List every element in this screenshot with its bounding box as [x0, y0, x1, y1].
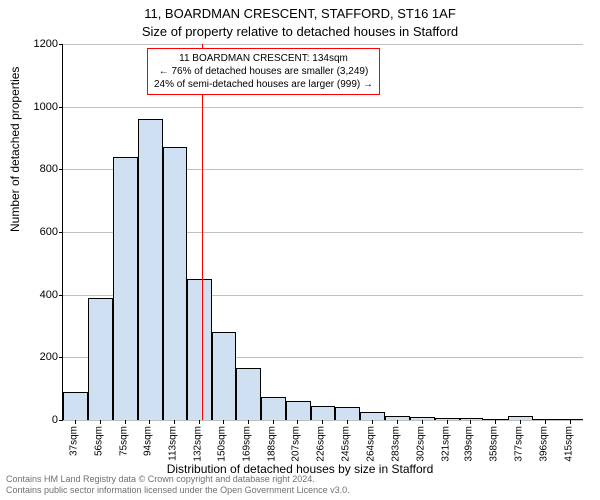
xtick-label: 302sqm: [415, 426, 426, 462]
xtick-mark: [248, 420, 249, 424]
reference-line: [202, 44, 203, 420]
histogram-plot: 11 BOARDMAN CRESCENT: 134sqm ← 76% of de…: [62, 44, 583, 421]
xtick-label: 150sqm: [216, 426, 227, 462]
histogram-bar: [360, 412, 385, 420]
histogram-bar: [138, 119, 163, 420]
xtick-mark: [470, 420, 471, 424]
footer-attribution: Contains HM Land Registry data © Crown c…: [6, 474, 350, 496]
xtick-label: 415sqm: [563, 426, 574, 462]
xtick-label: 245sqm: [341, 426, 352, 462]
xtick-label: 226sqm: [316, 426, 327, 462]
xtick-mark: [297, 420, 298, 424]
xtick-label: 75sqm: [118, 426, 129, 456]
xtick-mark: [347, 420, 348, 424]
ytick-mark: [59, 420, 63, 421]
ytick-label: 200: [18, 351, 58, 363]
histogram-bar: [212, 332, 236, 420]
y-axis-label: Number of detached properties: [8, 67, 22, 232]
xtick-mark: [149, 420, 150, 424]
xtick-mark: [520, 420, 521, 424]
histogram-bar: [163, 147, 188, 420]
ytick-label: 1000: [18, 101, 58, 113]
ytick-label: 0: [18, 414, 58, 426]
histogram-bar: [335, 407, 360, 420]
histogram-bar: [286, 401, 311, 420]
ytick-label: 800: [18, 163, 58, 175]
xtick-mark: [75, 420, 76, 424]
page-title-line2: Size of property relative to detached ho…: [0, 24, 600, 39]
xtick-label: 169sqm: [241, 426, 252, 462]
xtick-label: 94sqm: [143, 426, 154, 456]
xtick-label: 188sqm: [266, 426, 277, 462]
xtick-label: 207sqm: [291, 426, 302, 462]
xtick-label: 132sqm: [193, 426, 204, 462]
xtick-label: 339sqm: [464, 426, 475, 462]
xtick-mark: [223, 420, 224, 424]
xtick-label: 113sqm: [168, 426, 179, 461]
histogram-bar: [88, 298, 113, 420]
histogram-bar: [63, 392, 88, 420]
xtick-label: 396sqm: [539, 426, 550, 462]
xtick-mark: [447, 420, 448, 424]
histogram-bar: [236, 368, 261, 420]
annotation-line1: 11 BOARDMAN CRESCENT: 134sqm: [154, 52, 373, 65]
xtick-mark: [495, 420, 496, 424]
xtick-label: 377sqm: [514, 426, 525, 462]
ytick-label: 400: [18, 289, 58, 301]
ytick-label: 1200: [18, 38, 58, 50]
ytick-mark: [59, 357, 63, 358]
histogram-bar: [460, 418, 484, 420]
xtick-label: 283sqm: [391, 426, 402, 462]
gridline: [63, 107, 583, 108]
xtick-label: 321sqm: [440, 426, 451, 462]
xtick-mark: [545, 420, 546, 424]
ytick-mark: [59, 44, 63, 45]
xtick-label: 56sqm: [93, 426, 104, 456]
ytick-label: 600: [18, 226, 58, 238]
histogram-bar: [113, 157, 138, 420]
annotation-box: 11 BOARDMAN CRESCENT: 134sqm ← 76% of de…: [147, 48, 380, 95]
xtick-mark: [422, 420, 423, 424]
footer-line2: Contains public sector information licen…: [6, 485, 350, 496]
xtick-mark: [100, 420, 101, 424]
histogram-bar: [187, 279, 212, 420]
xtick-mark: [125, 420, 126, 424]
xtick-label: 264sqm: [366, 426, 377, 462]
xtick-mark: [273, 420, 274, 424]
xtick-mark: [174, 420, 175, 424]
footer-line1: Contains HM Land Registry data © Crown c…: [6, 474, 350, 485]
xtick-label: 37sqm: [68, 426, 79, 456]
histogram-bar: [261, 397, 286, 421]
xtick-mark: [570, 420, 571, 424]
xtick-label: 358sqm: [489, 426, 500, 462]
ytick-mark: [59, 295, 63, 296]
ytick-mark: [59, 232, 63, 233]
xtick-mark: [372, 420, 373, 424]
xtick-mark: [199, 420, 200, 424]
xtick-mark: [322, 420, 323, 424]
xtick-mark: [397, 420, 398, 424]
annotation-line2: ← 76% of detached houses are smaller (3,…: [154, 65, 373, 78]
ytick-mark: [59, 107, 63, 108]
page-title-line1: 11, BOARDMAN CRESCENT, STAFFORD, ST16 1A…: [0, 6, 600, 21]
gridline: [63, 44, 583, 45]
ytick-mark: [59, 169, 63, 170]
histogram-bar: [311, 406, 336, 420]
annotation-line3: 24% of semi-detached houses are larger (…: [154, 78, 373, 91]
